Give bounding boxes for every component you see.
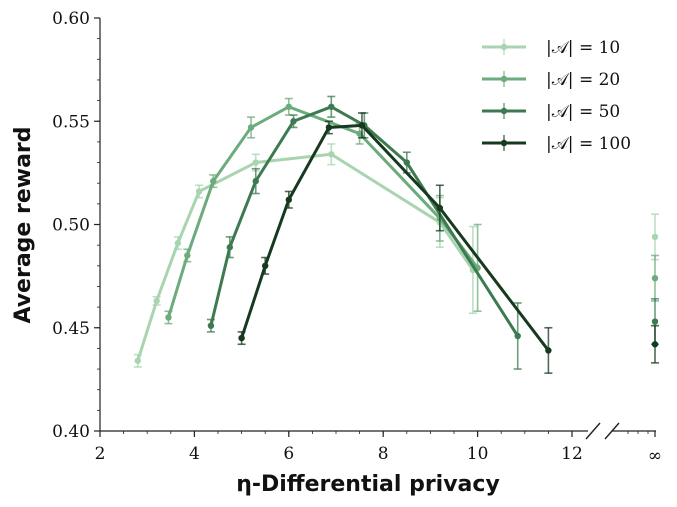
data-point (247, 124, 255, 131)
data-point (403, 159, 410, 166)
x-tick-label: 2 (95, 444, 106, 464)
data-point (226, 244, 233, 251)
data-point-infinity (651, 318, 659, 325)
y-tick-label: 0.60 (52, 9, 90, 29)
data-point (328, 151, 335, 158)
data-point (252, 159, 259, 166)
series-0 (133, 143, 659, 368)
legend-marker (500, 43, 508, 51)
x-tick-label: 6 (283, 444, 294, 464)
data-point (210, 177, 217, 185)
data-point (328, 103, 335, 110)
series-line (209, 105, 519, 337)
data-point (436, 204, 444, 212)
axis-break-mark (585, 422, 601, 440)
data-point-infinity (651, 341, 659, 348)
y-tick-label: 0.40 (52, 422, 90, 442)
y-tick-label: 0.50 (52, 216, 90, 236)
series-line (167, 105, 479, 318)
data-point (134, 357, 141, 364)
legend-marker (500, 75, 508, 83)
x-tick-label: 10 (467, 444, 489, 464)
legend-label: |𝒜| = 100 (546, 134, 631, 154)
x-tick-label: 12 (561, 444, 583, 464)
data-point-infinity (651, 233, 659, 241)
data-point (514, 332, 521, 340)
legend-marker (500, 107, 508, 115)
x-axis-title: η-Differential privacy (236, 472, 500, 497)
series-layer (133, 95, 659, 374)
legend-label: |𝒜| = 10 (546, 38, 620, 58)
x-tick-label: 8 (378, 444, 389, 464)
series-line (136, 152, 475, 362)
legend-label: |𝒜| = 50 (546, 102, 620, 122)
y-tick-label: 0.55 (52, 112, 90, 132)
data-point (290, 118, 297, 125)
data-point (184, 252, 191, 259)
x-tick-label: 4 (189, 444, 200, 464)
series-3 (237, 112, 659, 374)
legend-label: |𝒜| = 20 (546, 70, 620, 90)
data-point (153, 297, 160, 305)
data-point (325, 124, 333, 131)
data-point (238, 334, 245, 342)
y-axis-title: Average reward (11, 126, 36, 323)
data-point-infinity (651, 274, 659, 282)
data-point (285, 196, 292, 203)
x-tick-label-infinity: ∞ (648, 446, 662, 466)
data-point (174, 239, 182, 247)
data-point (252, 177, 259, 185)
series-2 (206, 95, 659, 370)
legend: |𝒜| = 10 |𝒜| = 20 |𝒜| = 50 |𝒜| = 100 (482, 38, 631, 154)
data-point (262, 262, 269, 269)
data-point (545, 347, 552, 354)
data-point (207, 322, 215, 329)
data-point (165, 314, 172, 321)
data-point (285, 103, 292, 110)
data-point (358, 122, 366, 129)
legend-marker (500, 139, 508, 147)
y-tick-label: 0.45 (52, 319, 90, 339)
axes: 0.40 0.45 0.50 0.55 0.60 2 4 6 8 10 12 ∞ (52, 9, 662, 466)
axis-break-mark (604, 422, 620, 440)
series-1 (164, 97, 659, 325)
data-point (195, 188, 203, 195)
